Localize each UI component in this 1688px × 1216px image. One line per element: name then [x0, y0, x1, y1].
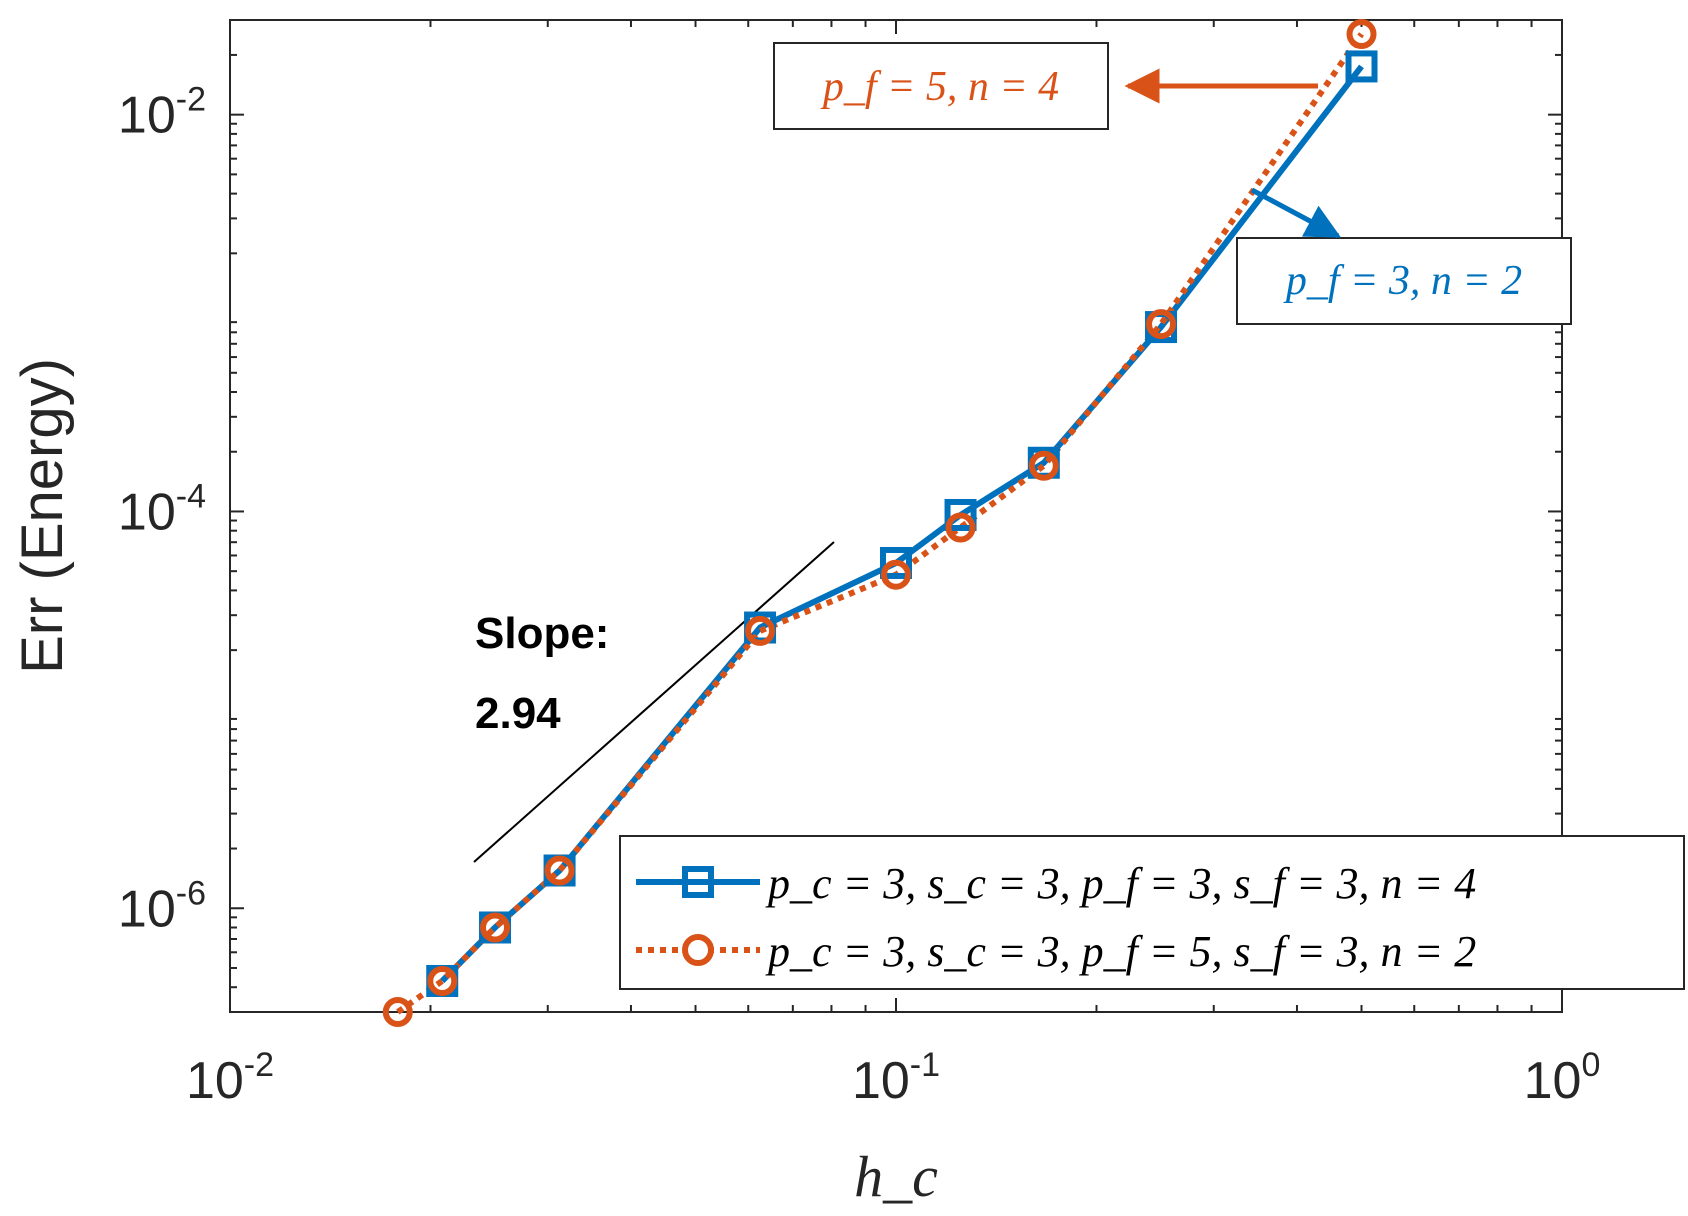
series-2-marker	[1346, 19, 1377, 50]
series-2-marker	[382, 997, 413, 1027]
x-tick-label: 10-1	[852, 1046, 940, 1110]
y-minor-ticks	[230, 19, 1562, 1013]
annotation-box-orange	[773, 42, 1109, 130]
series-1-marker	[880, 546, 912, 579]
x-major-ticks	[229, 20, 1563, 1012]
x-minor-ticks	[429, 20, 1533, 1012]
legend-label-series-2: p_c = 3, s_c = 3, p_f = 5, s_f = 3, n = …	[765, 927, 1476, 976]
annotation-text-orange: p_f = 5, n = 4	[820, 64, 1059, 110]
series-layer	[382, 19, 1378, 1027]
legend-marker-series-1	[682, 866, 714, 898]
legend-box	[619, 835, 1685, 990]
series-1-marker	[1345, 50, 1378, 83]
series-2-marker	[544, 855, 575, 886]
series-1-marker	[944, 498, 977, 531]
series-2-marker	[881, 559, 911, 590]
annotation-arrow-blue	[1250, 187, 1342, 239]
legend-label-series-1: p_c = 3, s_c = 3, p_f = 3, s_f = 3, n = …	[765, 859, 1476, 908]
series-2-marker	[745, 615, 776, 646]
slope-label-line1: Slope:	[475, 609, 609, 658]
slope-reference-line	[473, 541, 835, 863]
series-2-marker	[480, 912, 511, 943]
annotation-text-blue: p_f = 3, n = 2	[1283, 258, 1522, 304]
legend: p_c = 3, s_c = 3, p_f = 3, s_f = 3, n = …	[619, 835, 1685, 990]
series-2-line	[396, 32, 1364, 1015]
y-tick-label: 10-6	[118, 874, 206, 938]
slope-label-line2: 2.94	[475, 689, 561, 738]
x-tick-label: 100	[1524, 1046, 1601, 1110]
annotation-box-blue	[1236, 237, 1572, 325]
x-axis-label: h_c	[854, 1144, 938, 1209]
legend-marker-series-2	[682, 934, 714, 966]
series-2-marker	[1028, 450, 1059, 481]
y-axis-label: Err (Energy)	[10, 358, 75, 674]
x-tick-labels: 10-2 10-1 100	[186, 1046, 1600, 1110]
y-tick-label: 10-2	[118, 81, 206, 145]
series-2-marker	[1146, 309, 1177, 340]
series-2-marker	[945, 512, 976, 543]
x-tick-label: 10-2	[186, 1046, 274, 1110]
series-2-marker	[427, 965, 458, 996]
y-tick-label: 10-4	[118, 477, 206, 541]
y-tick-labels: 10-6 10-4 10-2	[118, 81, 206, 939]
